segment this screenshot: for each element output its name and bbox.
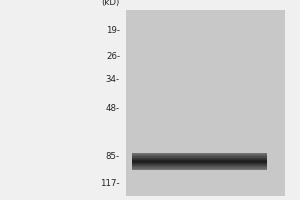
Text: 34-: 34- — [106, 75, 120, 84]
Bar — [132, 153, 267, 154]
Bar — [132, 166, 267, 167]
Bar — [132, 153, 267, 154]
Bar — [132, 158, 267, 159]
Bar — [132, 168, 267, 169]
Bar — [132, 161, 267, 162]
Bar — [132, 163, 267, 164]
Bar — [132, 156, 267, 157]
Bar — [132, 160, 267, 161]
Bar — [132, 158, 267, 159]
Text: 85-: 85- — [106, 152, 120, 161]
Text: (kD): (kD) — [102, 0, 120, 6]
Bar — [132, 162, 267, 163]
Bar — [132, 163, 267, 164]
Text: 26-: 26- — [106, 52, 120, 61]
Bar — [132, 159, 267, 160]
Text: 19-: 19- — [106, 26, 120, 35]
Bar — [132, 169, 267, 170]
Bar — [132, 162, 267, 163]
Bar — [132, 165, 267, 166]
Bar — [132, 157, 267, 158]
Bar — [132, 168, 267, 169]
Bar — [132, 155, 267, 156]
Bar — [132, 164, 267, 165]
Bar — [132, 167, 267, 168]
Bar — [132, 154, 267, 155]
Text: 117-: 117- — [100, 179, 120, 188]
FancyBboxPatch shape — [126, 10, 285, 196]
Text: 48-: 48- — [106, 104, 120, 113]
Bar — [132, 157, 267, 158]
